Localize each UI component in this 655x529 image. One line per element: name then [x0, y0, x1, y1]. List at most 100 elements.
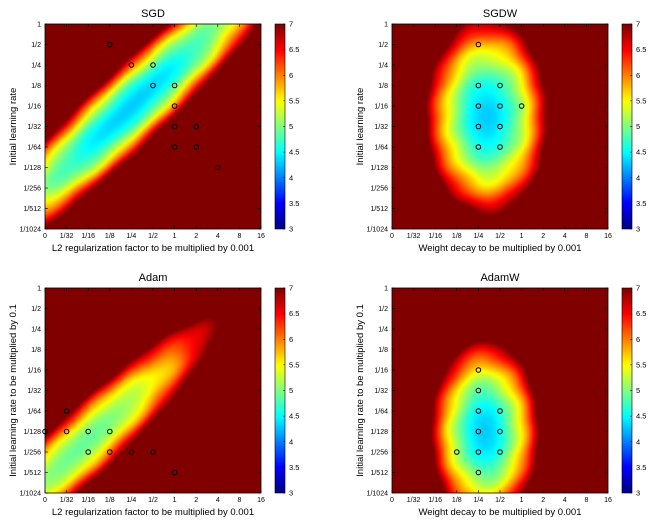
x-tick-label: 1/2: [495, 233, 505, 240]
colorbar-tick-label: 6.5: [289, 309, 299, 318]
y-tick-label: 1/1024: [367, 227, 389, 234]
best-setting-marker: [518, 103, 525, 109]
best-setting-marker: [193, 123, 199, 130]
y-tick-label: 1/128: [370, 429, 388, 436]
x-tick-label: 1/8: [105, 233, 115, 240]
colorbar-tick-label: 3.5: [636, 199, 646, 208]
best-setting-marker: [107, 449, 113, 455]
best-setting-marker: [215, 164, 221, 171]
x-tick-label: 1: [520, 233, 524, 240]
x-tick-label: 8: [237, 233, 241, 240]
colorbar-tick-label: 6: [289, 335, 293, 344]
y-tick-label: 1/32: [27, 124, 41, 131]
best-setting-marker: [171, 469, 178, 476]
colorbar-tick-label: 5: [289, 122, 293, 131]
y-tick-label: 1/4: [31, 327, 41, 334]
y-tick-label: 1/2: [31, 42, 41, 49]
y-tick-label: 1/16: [374, 104, 388, 111]
y-tick-label: 1/512: [23, 470, 41, 477]
x-tick-label: 4: [216, 497, 220, 504]
y-tick-label: 1/64: [374, 145, 388, 152]
colorbar-tick-label: 4.5: [289, 412, 299, 421]
best-setting-marker: [475, 387, 482, 394]
x-tick-label: 1/8: [452, 233, 462, 240]
best-setting-marker: [475, 469, 482, 476]
best-setting-marker: [497, 449, 503, 455]
heatmap-surface: [45, 288, 261, 493]
x-tick-label: 1/2: [148, 233, 158, 240]
best-setting-marker: [128, 62, 135, 68]
x-tick-label: 8: [237, 497, 241, 504]
y-tick-label: 1/128: [23, 165, 41, 172]
x-tick-label: 0: [390, 233, 394, 240]
colorbar-tick-label: 6.5: [636, 309, 646, 318]
colorbar-tick-label: 4: [636, 437, 640, 446]
y-axis-label: Initial learning rate: [8, 88, 19, 166]
best-setting-marker: [171, 82, 178, 89]
y-tick-label: 1/128: [370, 165, 388, 172]
x-tick-label: 16: [257, 233, 265, 240]
y-tick-label: 1/2: [378, 42, 388, 49]
best-setting-marker: [497, 144, 503, 150]
best-setting-marker: [128, 449, 135, 455]
y-tick-label: 1/1024: [20, 227, 42, 234]
colorbar-tick-label: 4.5: [636, 412, 646, 421]
x-tick-label: 1/16: [428, 497, 442, 504]
colorbar-tick-label: 4: [636, 173, 640, 182]
y-tick-label: 1/512: [370, 206, 388, 213]
best-setting-marker: [497, 103, 503, 109]
y-tick-label: 1/256: [23, 450, 41, 457]
y-tick-label: 1: [37, 22, 41, 29]
y-tick-label: 1/128: [23, 429, 41, 436]
x-axis-label: L2 regularization factor to be multiplie…: [52, 507, 254, 518]
colorbar-tick-label: 6.5: [289, 45, 299, 54]
best-setting-marker: [475, 367, 482, 373]
x-tick-label: 0: [43, 497, 47, 504]
y-tick-label: 1/32: [27, 388, 41, 395]
x-tick-label: 1/32: [407, 497, 421, 504]
y-tick-label: 1/2: [378, 306, 388, 313]
y-tick-label: 1/4: [378, 63, 388, 70]
x-tick-label: 0: [390, 497, 394, 504]
colorbar-gradient: [622, 288, 632, 493]
x-tick-label: 2: [194, 233, 198, 240]
best-setting-marker: [85, 428, 91, 435]
best-setting-marker: [475, 408, 482, 414]
x-tick-label: 16: [257, 497, 265, 504]
x-tick-label: 1/4: [474, 497, 484, 504]
y-tick-label: 1/16: [27, 368, 41, 375]
y-tick-label: 1/8: [31, 347, 41, 354]
y-tick-label: 1/64: [374, 409, 388, 416]
y-tick-label: 1/1024: [20, 491, 42, 498]
x-tick-label: 1/32: [60, 233, 74, 240]
y-tick-label: 1/8: [31, 83, 41, 90]
x-axis-label: L2 regularization factor to be multiplie…: [52, 243, 254, 254]
colorbar-tick-label: 4: [289, 173, 293, 182]
y-tick-label: 1: [384, 22, 388, 29]
x-tick-label: 8: [584, 497, 588, 504]
best-setting-marker: [107, 41, 113, 48]
x-tick-label: 1: [173, 497, 177, 504]
best-setting-marker: [497, 82, 503, 89]
best-setting-marker: [475, 82, 482, 89]
best-setting-marker: [475, 103, 482, 109]
colorbar-tick-label: 3: [636, 489, 640, 498]
colorbar-tick-label: 6: [636, 71, 640, 80]
chart-panel-adamw: AdamW 0 1/32 1/16 1/8 1/4 1/2 1 2 4 8 16 1 1/2 1/4 1/8 1…: [355, 272, 646, 518]
y-tick-label: 1/4: [31, 63, 41, 70]
x-tick-label: 1/4: [127, 497, 137, 504]
x-tick-label: 2: [194, 497, 198, 504]
x-tick-label: 1/16: [428, 233, 442, 240]
x-tick-label: 8: [584, 233, 588, 240]
y-tick-label: 1/16: [27, 104, 41, 111]
y-tick-label: 1/512: [23, 206, 41, 213]
best-setting-marker: [475, 428, 482, 435]
x-tick-label: 16: [604, 497, 612, 504]
x-tick-label: 1/2: [148, 497, 158, 504]
y-tick-label: 1/8: [378, 83, 388, 90]
y-tick-label: 1/256: [370, 186, 388, 193]
chart-title: AdamW: [480, 272, 520, 284]
colorbar-tick-label: 3.5: [289, 463, 299, 472]
best-setting-marker: [150, 449, 156, 455]
chart-panel-adam: Adam 0 1/32 1/16 1/8 1/4 1/2 1 2 4 8 16 1 1/2 1/4 1/8 1/…: [8, 272, 299, 518]
